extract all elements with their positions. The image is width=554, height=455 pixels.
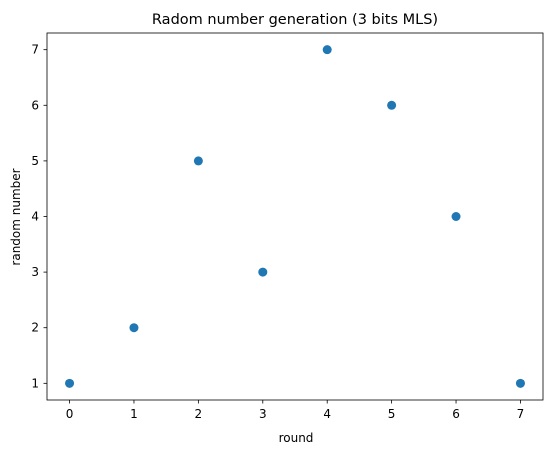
data-point — [65, 378, 75, 388]
x-tick-label: 6 — [452, 407, 460, 421]
y-tick-label: 6 — [31, 98, 39, 112]
x-axis-label: round — [279, 431, 314, 445]
data-point — [258, 267, 268, 277]
data-point — [129, 323, 139, 333]
data-point — [515, 378, 525, 388]
x-tick-label: 7 — [517, 407, 525, 421]
x-tick-label: 0 — [66, 407, 74, 421]
y-tick-label: 7 — [31, 43, 39, 57]
x-tick-label: 2 — [195, 407, 203, 421]
x-tick-label: 4 — [323, 407, 331, 421]
chart-title: Radom number generation (3 bits MLS) — [152, 12, 438, 28]
x-tick-label: 5 — [388, 407, 396, 421]
data-point — [193, 156, 203, 166]
y-axis-label: random number — [9, 168, 23, 265]
y-tick-label: 1 — [31, 376, 39, 390]
y-tick-label: 3 — [31, 265, 39, 279]
y-tick-label: 2 — [31, 321, 39, 335]
plot-area: 0 1 2 3 4 5 6 7 1 2 3 4 5 6 7 — [31, 32, 544, 421]
data-point — [451, 212, 461, 221]
data-point — [322, 45, 332, 55]
y-tick-label: 4 — [31, 210, 39, 224]
y-tick-label: 5 — [31, 154, 39, 168]
x-tick-label: 3 — [259, 407, 267, 421]
x-tick-label: 1 — [130, 407, 138, 421]
data-point — [387, 100, 397, 110]
